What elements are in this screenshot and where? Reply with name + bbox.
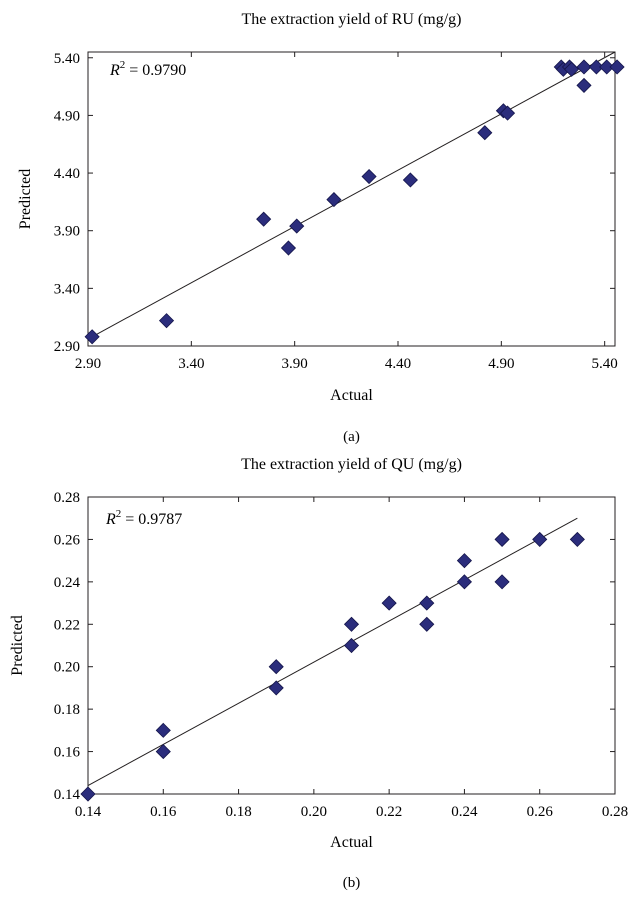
y-tick-label: 2.90	[54, 339, 80, 355]
data-point	[588, 59, 604, 75]
data-point	[576, 59, 592, 75]
data-point	[609, 59, 625, 75]
y-tick-label: 0.16	[54, 745, 81, 761]
y-tick-label: 5.40	[54, 51, 80, 67]
data-point	[158, 313, 175, 329]
y-tick-label: 0.14	[54, 787, 81, 803]
y-tick-label: 0.20	[54, 660, 80, 676]
fit-line	[91, 51, 616, 338]
plot-frame	[87, 496, 616, 795]
x-tick-label: 0.24	[451, 804, 478, 820]
scatter-chart-ru: The extraction yield of RU (mg/g) 2.902.9…	[17, 11, 625, 445]
r-squared-annotation: R2 = 0.9790	[109, 59, 186, 79]
data-point	[499, 105, 516, 121]
data-point	[84, 329, 100, 345]
data-point	[343, 637, 360, 654]
data-point	[361, 168, 377, 185]
panel-label: (b)	[343, 875, 361, 891]
data-point	[155, 722, 171, 738]
data-point	[532, 531, 548, 547]
data-point	[256, 211, 272, 227]
data-point	[268, 659, 284, 675]
data-point	[456, 574, 472, 590]
y-axis-label: Predicted	[9, 615, 26, 675]
data-point	[268, 680, 284, 696]
data-point	[564, 61, 580, 77]
r-squared-annotation: R2 = 0.9787	[105, 508, 182, 528]
x-tick-label: 3.90	[282, 356, 308, 372]
plot-frame	[87, 51, 616, 347]
data-point	[155, 744, 171, 760]
fit-line	[87, 517, 578, 786]
y-tick-label: 0.28	[54, 490, 80, 506]
x-tick-label: 4.90	[488, 356, 514, 372]
data-point	[494, 531, 510, 547]
r-squared-value: = 0.9790	[129, 62, 186, 79]
data-point	[456, 553, 472, 569]
data-point	[419, 595, 435, 611]
y-tick-label: 0.24	[54, 575, 81, 591]
data-point	[280, 240, 297, 256]
chart-title: The extraction yield of RU (mg/g)	[242, 11, 462, 28]
data-point	[576, 77, 592, 94]
x-tick-label: 5.40	[592, 356, 618, 372]
chart-panel-b: The extraction yield of QU (mg/g) 0.14 0.1…	[0, 450, 638, 900]
x-axis-label: Actual	[330, 387, 373, 404]
x-tick-label: 0.16	[150, 804, 177, 820]
data-point	[402, 172, 418, 188]
chart-title: The extraction yield of QU (mg/g)	[241, 456, 462, 473]
y-tick-label: 0.26	[54, 532, 81, 548]
x-tick-label: 0.22	[376, 804, 402, 820]
data-point	[80, 786, 96, 802]
y-tick-label: 0.18	[54, 702, 80, 718]
y-tick-label: 4.40	[54, 166, 80, 182]
data-point	[381, 595, 397, 611]
y-tick-label: 0.22	[54, 617, 80, 633]
x-tick-label: 0.14	[75, 804, 102, 820]
data-point	[569, 531, 585, 547]
data-point	[599, 59, 615, 75]
x-tick-label: 4.40	[385, 356, 411, 372]
data-point	[477, 125, 493, 141]
data-point	[289, 218, 305, 234]
r-squared-value: = 0.9787	[125, 511, 182, 528]
data-point	[326, 192, 342, 208]
x-tick-label: 3.40	[178, 356, 204, 372]
scatter-chart-qu: The extraction yield of QU (mg/g)0.140.1…	[9, 456, 628, 891]
data-point	[494, 574, 510, 590]
y-tick-label: 3.40	[54, 281, 80, 297]
x-tick-label: 0.26	[527, 804, 554, 820]
x-axis-label: Actual	[330, 834, 373, 851]
x-tick-label: 0.18	[225, 804, 251, 820]
y-tick-label: 4.90	[54, 108, 80, 124]
y-axis-label: Predicted	[17, 169, 34, 229]
chart-panel-a: The extraction yield of RU (mg/g) 2.90 2.9…	[17, 11, 625, 445]
x-tick-label: 0.20	[301, 804, 327, 820]
y-tick-label: 3.90	[54, 224, 80, 240]
x-tick-label: 2.90	[75, 356, 101, 372]
data-point	[419, 616, 435, 632]
x-tick-label: 0.28	[602, 804, 628, 820]
panel-label: (a)	[343, 429, 360, 445]
data-point	[343, 616, 360, 632]
